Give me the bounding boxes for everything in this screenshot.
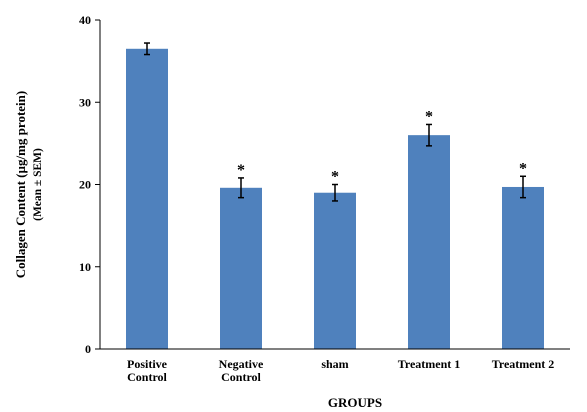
significance-layer: * * * * xyxy=(237,108,527,185)
significance-marker: * xyxy=(331,169,339,186)
bar xyxy=(126,49,168,349)
bar xyxy=(220,188,262,349)
significance-marker: * xyxy=(519,160,527,177)
y-tick-label: 10 xyxy=(79,260,91,274)
y-axis-subtitle: (Mean ± SEM) xyxy=(32,148,44,221)
y-tick-label: 20 xyxy=(79,178,91,192)
y-tick-label: 30 xyxy=(79,95,91,109)
x-category-label: Negative xyxy=(219,357,264,371)
x-category-label: Control xyxy=(221,370,261,384)
significance-marker: * xyxy=(237,162,245,179)
y-ticks-layer: 0 10 20 30 40 xyxy=(79,13,100,356)
bar xyxy=(314,193,356,349)
bar xyxy=(502,187,544,349)
x-category-label: Treatment 1 xyxy=(398,357,461,371)
y-axis-title: Collagen Content (µg/mg protein) xyxy=(13,91,28,278)
y-tick-label: 40 xyxy=(79,13,91,27)
x-axis-title: GROUPS xyxy=(328,395,382,410)
x-category-label: Positive xyxy=(127,357,168,371)
y-tick-label: 0 xyxy=(85,342,91,356)
x-category-label: Treatment 2 xyxy=(492,357,555,371)
bar xyxy=(408,135,450,349)
significance-marker: * xyxy=(425,108,433,125)
y-axis-title-group: Collagen Content (µg/mg protein) (Mean ±… xyxy=(13,91,44,278)
x-category-label: sham xyxy=(321,357,348,371)
x-category-label: Control xyxy=(127,370,167,384)
